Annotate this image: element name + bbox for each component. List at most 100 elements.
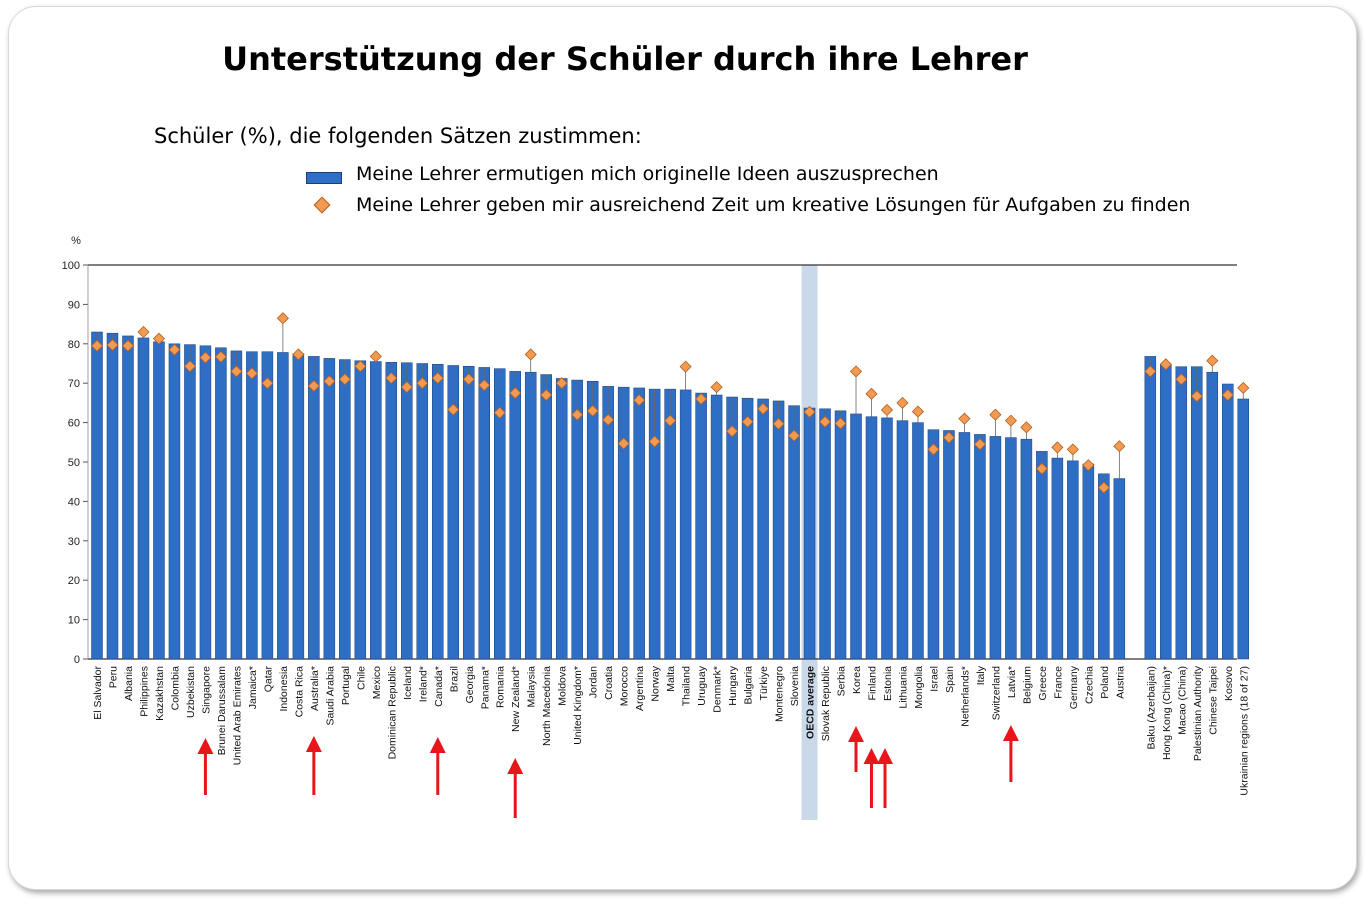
diamond-marker: [726, 425, 739, 438]
diamond-marker: [1113, 440, 1126, 453]
bar: [385, 362, 398, 660]
red-arrow-head: [429, 737, 446, 753]
x-tick-label: Singapore: [200, 666, 212, 714]
x-tick-label: Netherlands*: [959, 666, 971, 727]
x-tick-label: Uruguay: [696, 665, 708, 705]
y-tick-label: 10: [68, 615, 80, 627]
diamond-marker: [1004, 414, 1017, 427]
bar: [261, 351, 274, 660]
diamond-marker: [137, 325, 150, 339]
bar: [586, 380, 599, 660]
diamond-marker: [385, 372, 398, 385]
legend-diamond-label: Meine Lehrer geben mir ausreichend Zeit …: [356, 194, 1191, 216]
x-tick-label: Latvia*: [1006, 666, 1018, 698]
x-tick-label: Argentina: [634, 666, 646, 711]
bar: [602, 386, 614, 660]
bar: [1020, 438, 1033, 660]
red-arrow-head: [305, 736, 322, 752]
x-tick-label: Malta: [665, 666, 677, 692]
y-tick-label: 70: [68, 378, 80, 390]
diamond-marker: [493, 406, 506, 419]
diamond-marker: [121, 339, 135, 352]
diamond-marker: [1159, 358, 1172, 371]
diamond-marker: [679, 360, 692, 373]
x-tick-label: Switzerland: [990, 666, 1002, 720]
diamond-marker: [911, 405, 925, 418]
x-tick-label: Brunei Darussalam: [216, 666, 228, 756]
diamond-marker: [695, 392, 708, 406]
diamond-marker: [710, 381, 723, 394]
diamond-marker: [199, 351, 212, 364]
x-tick-label: Palestinian Authority: [1192, 665, 1204, 761]
bar: [246, 351, 258, 660]
x-tick-label: France: [1052, 666, 1064, 699]
bar: [1036, 451, 1048, 660]
legend-bar-label: Meine Lehrer ermutigen mich originelle I…: [356, 163, 939, 185]
y-tick-label: 50: [68, 457, 80, 469]
bar: [927, 429, 940, 660]
diamond-marker: [540, 388, 553, 402]
bar: [540, 374, 552, 660]
red-arrow-head: [876, 748, 893, 764]
diamond-marker: [462, 373, 475, 386]
diamond-marker: [168, 343, 181, 356]
diamond-marker: [369, 350, 382, 363]
bar: [912, 422, 924, 660]
x-tick-label: Kosovo: [1223, 666, 1235, 701]
x-tick-label: Greece: [1037, 666, 1049, 701]
x-tick-label: Morocco: [619, 666, 631, 706]
x-tick-label: Mongolia: [913, 666, 925, 709]
diamond-marker: [1035, 462, 1048, 475]
x-tick-label: Hungary: [727, 665, 739, 705]
diamond-marker: [772, 417, 785, 430]
bar: [633, 387, 645, 660]
bar: [695, 392, 707, 660]
bar: [865, 416, 878, 660]
page-title: Unterstützung der Schüler durch ihre Leh…: [222, 40, 1028, 78]
x-tick-label: Israel: [928, 666, 940, 692]
x-tick-label: Bulgaria: [743, 666, 755, 705]
diamond-marker: [307, 379, 320, 393]
bar: [524, 371, 537, 660]
y-tick-label: 20: [68, 575, 80, 587]
x-tick-label: Brazil: [448, 666, 460, 692]
diamond-marker: [818, 415, 832, 428]
bar: [819, 408, 831, 660]
diamond-marker: [896, 396, 909, 409]
diamond-marker: [741, 415, 754, 428]
diamond-marker: [1237, 381, 1250, 394]
y-tick-label: 0: [74, 654, 80, 666]
bar: [106, 332, 119, 660]
x-tick-label: Uzbekistan: [185, 666, 197, 718]
bar: [1067, 460, 1079, 660]
x-tick-label: Finland: [867, 666, 879, 701]
x-tick-label: New Zealand*: [510, 666, 522, 732]
x-tick-label: Montenegro: [774, 666, 786, 722]
bar: [772, 400, 785, 660]
bar: [184, 344, 196, 660]
diamond-marker: [633, 394, 646, 407]
x-tick-label: Austria: [1114, 666, 1126, 699]
chart-subtitle: Schüler (%), die folgenden Sätzen zustim…: [154, 124, 642, 148]
x-tick-label: Dominican Republic: [386, 666, 398, 759]
x-tick-label: Norway: [650, 665, 662, 701]
x-tick-label: Mexico: [371, 666, 383, 699]
red-arrow-head: [848, 726, 865, 742]
bar: [1144, 356, 1157, 660]
x-tick-label: Portugal: [340, 666, 352, 705]
diamond-marker: [1082, 459, 1095, 472]
bar: [1051, 457, 1064, 660]
diamond-marker: [106, 338, 119, 352]
diamond-marker: [664, 414, 677, 427]
diamond-marker: [1190, 390, 1203, 403]
diamond-marker: [509, 386, 522, 400]
bar: [1237, 398, 1250, 660]
bar: [168, 343, 181, 660]
diamond-marker: [648, 435, 661, 448]
diamond-marker: [447, 403, 460, 416]
diamond-marker: [323, 375, 336, 388]
x-tick-label: Philippines: [138, 666, 150, 717]
diamond-marker: [1206, 354, 1219, 367]
diamond-marker: [586, 404, 599, 417]
x-tick-label: El Salvador: [92, 666, 104, 720]
